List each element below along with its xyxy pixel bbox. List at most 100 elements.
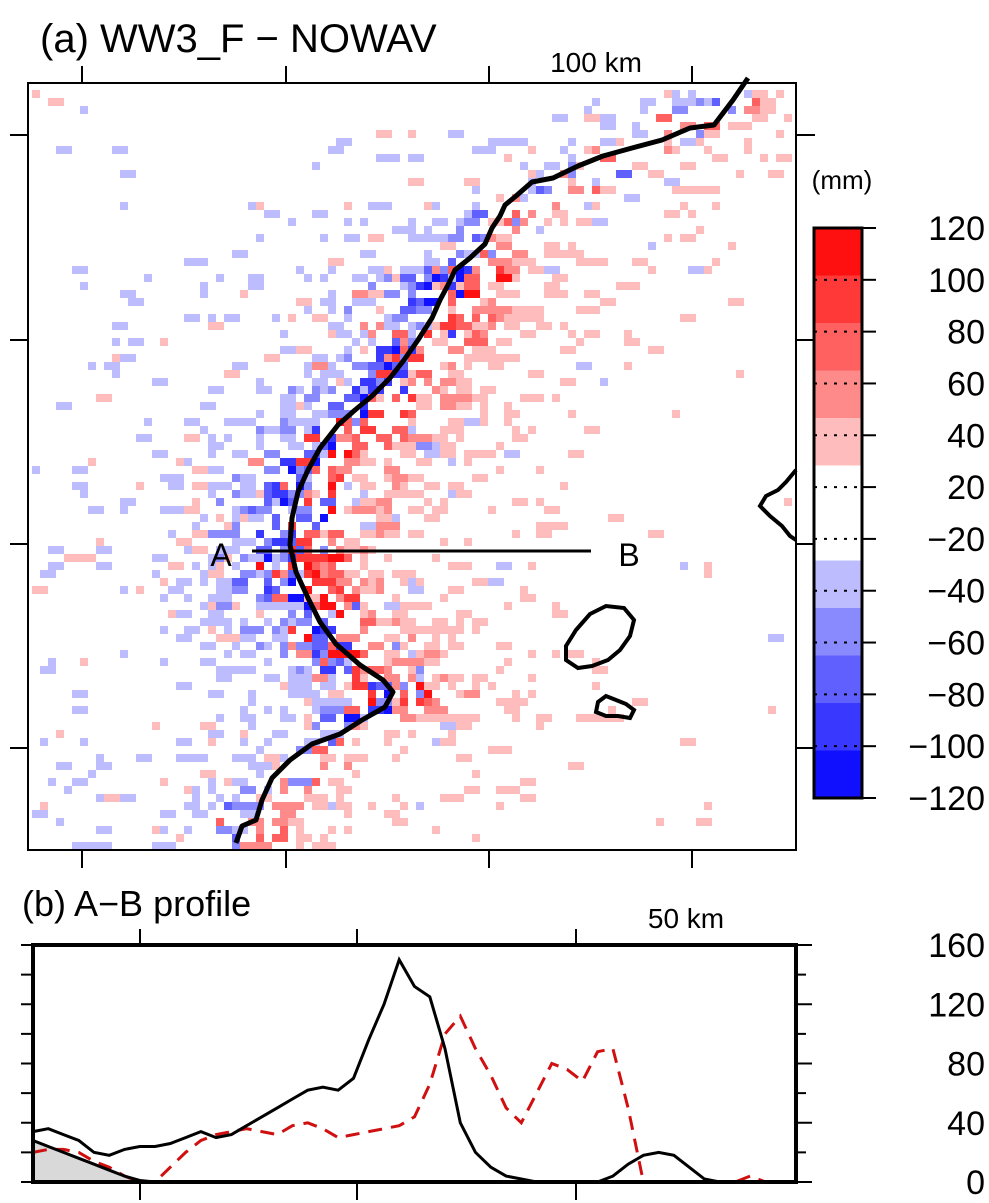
field-cell: [688, 98, 696, 106]
field-cell: [368, 370, 376, 378]
field-cell: [352, 738, 360, 746]
field-cell: [472, 770, 480, 778]
field-cell: [312, 634, 328, 642]
field-cell: [568, 650, 584, 658]
field-cell: [584, 306, 600, 314]
field-cell: [240, 842, 248, 850]
field-cell: [448, 282, 456, 290]
field-cell: [312, 426, 320, 434]
island-small: [593, 693, 637, 721]
field-cell: [296, 842, 304, 850]
field-cell: [336, 578, 352, 586]
field-cell: [320, 274, 328, 282]
field-cell: [296, 618, 312, 626]
field-cell: [392, 730, 400, 738]
field-cell: [448, 418, 456, 426]
field-cell: [360, 346, 368, 354]
field-cell: [352, 770, 360, 778]
field-cell: [296, 266, 304, 274]
field-cell: [528, 562, 536, 570]
field-cell: [352, 682, 368, 690]
colorbar-tick-label: 40: [947, 417, 985, 455]
field-cell: [568, 178, 576, 186]
field-cell: [424, 258, 440, 266]
field-cell: [176, 458, 184, 466]
field-cell: [504, 322, 520, 330]
field-cell: [472, 330, 480, 338]
field-cell: [240, 290, 248, 298]
field-cell: [376, 586, 384, 594]
field-cell: [368, 234, 384, 242]
field-cell: [192, 794, 200, 802]
colorbar-segment: [814, 275, 862, 323]
field-cell: [336, 706, 344, 714]
field-cell: [184, 434, 200, 442]
field-cell: [280, 786, 288, 794]
field-cell: [416, 674, 424, 682]
field-cell: [240, 730, 248, 738]
field-cell: [360, 410, 368, 418]
field-cell: [488, 506, 496, 514]
field-cell: [728, 242, 736, 250]
field-cell: [32, 466, 40, 474]
colorbar-segment: [814, 323, 862, 371]
field-cell: [296, 554, 304, 562]
field-cell: [88, 770, 96, 778]
profile-y-ticks: 160 120 80 40 0: [796, 927, 985, 1202]
panel-a-scale-label: 100 km: [550, 47, 642, 78]
field-cell: [304, 594, 320, 602]
field-cell: [152, 826, 160, 834]
field-cell: [744, 146, 752, 154]
field-cell: [496, 194, 504, 202]
field-cell: [416, 578, 424, 586]
field-cell: [200, 770, 216, 778]
field-cell: [536, 522, 552, 530]
field-cell: [552, 242, 560, 250]
field-cell: [248, 722, 256, 730]
field-cell: [216, 482, 224, 490]
field-cell: [176, 538, 184, 546]
field-cell: [504, 706, 520, 714]
field-cell: [472, 834, 480, 842]
field-cell: [312, 626, 320, 634]
field-cell: [384, 314, 392, 322]
field-cell: [256, 834, 264, 842]
field-cell: [400, 618, 416, 626]
field-cell: [368, 570, 384, 578]
field-cell: [392, 370, 408, 378]
field-cell: [312, 570, 320, 578]
field-cell: [472, 354, 480, 362]
field-cell: [440, 386, 448, 394]
field-cell: [560, 378, 576, 386]
field-cell: [368, 610, 376, 618]
colorbar-tick-label: 100: [928, 262, 985, 300]
profile-series-dashed-red: [32, 1013, 796, 1184]
field-cell: [520, 218, 528, 226]
field-cell: [224, 626, 232, 634]
field-cell: [360, 482, 376, 490]
field-cell: [432, 826, 440, 834]
field-cell: [336, 738, 344, 746]
field-cell: [472, 314, 480, 322]
field-cell: [208, 434, 216, 442]
field-cell: [360, 298, 376, 306]
field-cell: [408, 218, 416, 226]
field-cell: [400, 626, 416, 634]
field-cell: [80, 490, 88, 498]
field-cell: [384, 354, 392, 362]
field-cell: [536, 714, 552, 722]
field-cell: [208, 778, 216, 786]
field-cell: [520, 498, 528, 506]
coastline-east-fragment: [757, 468, 798, 542]
field-cell: [512, 410, 520, 418]
field-cell: [96, 842, 112, 850]
field-cell: [600, 114, 616, 122]
field-cell: [536, 498, 544, 506]
field-cell: [384, 554, 392, 562]
field-cell: [400, 642, 408, 650]
field-cell: [240, 810, 256, 818]
field-cell: [176, 754, 192, 762]
field-cell: [280, 650, 288, 658]
field-cell: [480, 250, 488, 258]
field-cell: [232, 842, 240, 850]
